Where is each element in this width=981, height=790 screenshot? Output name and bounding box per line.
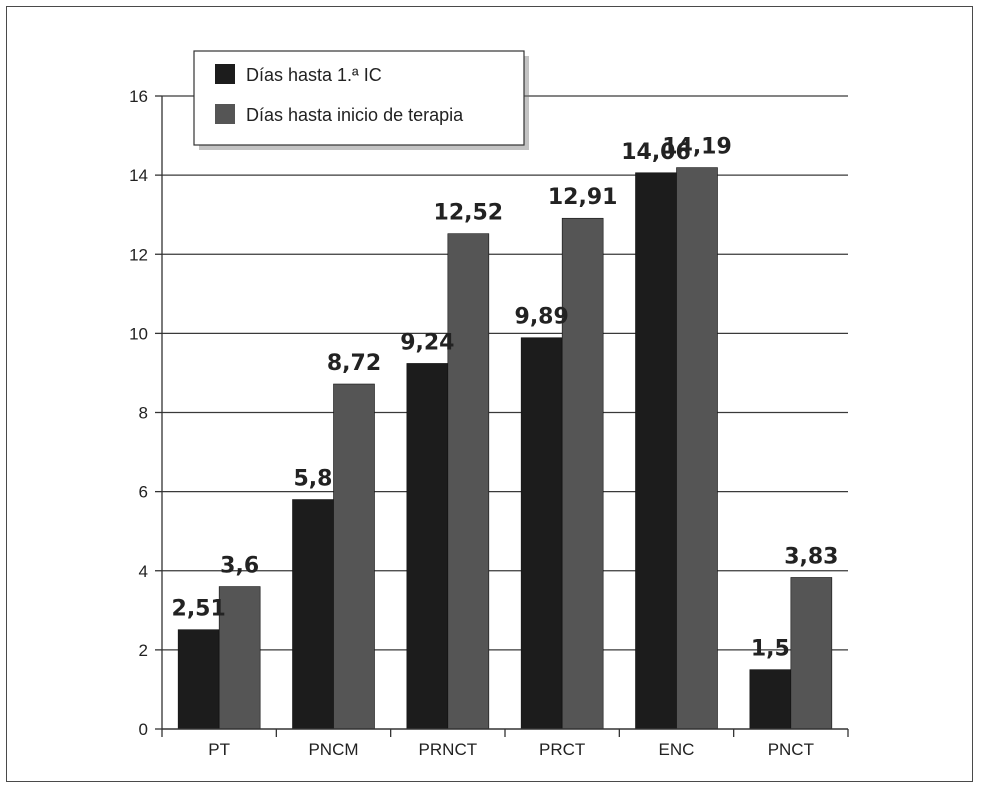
bar-series-2 [447,233,490,730]
y-axis: 0 2 4 6 8 10 12 14 16 [129,87,163,739]
y-tick-label: 14 [129,166,148,185]
data-label-series-1: 5,8 [294,467,333,492]
bar-series-1 [520,337,563,730]
data-label-series-1: 1,5 [751,637,790,662]
y-tick-label: 16 [129,87,148,106]
x-category-label: ENC [659,740,695,759]
bar-series-1 [406,363,449,730]
bar-series-1 [177,629,220,730]
data-label-series-2: 12,91 [548,185,618,210]
data-label-series-1: 9,24 [400,330,454,355]
legend-swatch-series-2 [215,104,235,124]
bar-series-2 [790,577,833,730]
bar-series-2 [676,167,718,730]
data-label-series-2: 3,83 [784,544,838,569]
bar-series-1 [292,499,334,730]
data-label-series-2: 12,52 [434,201,504,226]
y-tick-label: 0 [139,720,148,739]
gridlines [162,95,848,651]
y-tick-label: 10 [129,324,148,343]
bar-series-1 [635,172,677,730]
data-label-series-1: 14,06 [621,140,691,165]
x-axis: PT PNCM PRNCT PRCT ENC PNCT [161,728,849,759]
x-category-label: PRCT [539,740,585,759]
data-label-series-1: 9,89 [515,305,569,330]
legend-label-series-2: Días hasta inicio de terapia [246,105,464,125]
bar-series-2 [561,217,604,730]
y-tick-label: 4 [139,562,148,581]
x-category-label: PNCM [308,740,358,759]
y-tick-label: 12 [129,245,148,264]
legend-box [193,50,525,146]
x-category-label: PT [208,740,230,759]
data-labels: 2,51 3,6 5,8 8,72 9,24 12,52 9,89 12,9114,0614,… [172,135,839,662]
x-category-label: PRNCT [419,740,478,759]
bar-series-2 [218,586,261,730]
y-tick-label: 8 [139,404,148,423]
data-label-series-2: 3,6 [220,554,259,579]
data-label-series-1: 2,51 [172,597,226,622]
x-category-label: PNCT [768,740,814,759]
data-label-series-2: 8,72 [327,351,381,376]
legend-swatch-series-1 [215,64,235,84]
legend: Días hasta 1.ª IC Días hasta inicio de t… [193,50,529,150]
y-tick-label: 6 [139,483,148,502]
legend-label-series-1: Días hasta 1.ª IC [246,65,382,85]
bar-series-2 [333,383,375,730]
y-tick-label: 2 [139,641,148,660]
bars [177,167,833,730]
bar-series-1 [749,669,792,730]
data-label-series-2: 14,19 [662,135,732,160]
